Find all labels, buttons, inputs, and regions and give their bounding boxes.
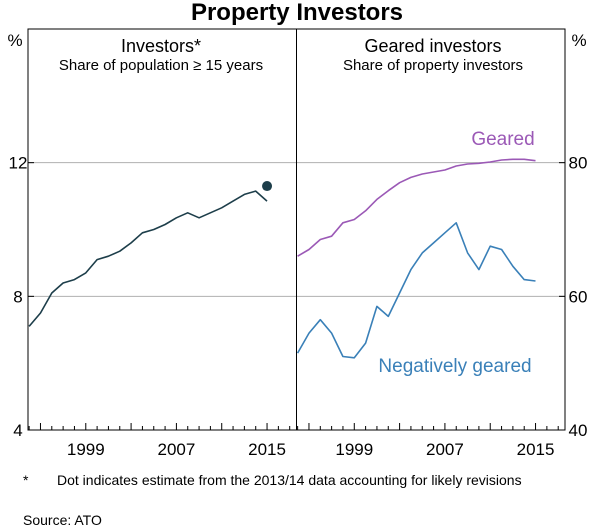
left-panel: Investors* Share of population ≥ 15 year… — [7, 31, 297, 459]
right-y-unit: % — [571, 31, 586, 50]
footnote-text: Dot indicates estimate from the 2013/14 … — [57, 472, 522, 488]
source-note: Source: ATO — [23, 512, 102, 528]
chart-title: Property Investors — [191, 0, 403, 26]
investors-line — [28, 190, 268, 327]
x-tick-label: 2015 — [517, 440, 555, 459]
y-tick-label: 40 — [569, 421, 588, 440]
geared-line — [297, 158, 536, 257]
negatively-geared-line — [296, 222, 536, 359]
footnote-marker: * — [23, 472, 29, 488]
right-panel-title: Geared investors — [364, 36, 501, 56]
x-tick-label: 2007 — [157, 440, 195, 459]
geared-label: Geared — [471, 129, 534, 150]
y-tick-label: 80 — [569, 154, 588, 173]
footnote: * Dot indicates estimate from the 2013/1… — [23, 472, 563, 489]
estimate-dot — [262, 181, 273, 192]
x-tick-label: 1999 — [335, 440, 373, 459]
right-panel: Geared investors Share of property inves… — [296, 31, 588, 459]
y-tick-label: 4 — [13, 421, 22, 440]
left-panel-title: Investors* — [121, 36, 201, 56]
y-tick-label: 8 — [13, 287, 22, 306]
negatively-geared-label: Negatively geared — [378, 356, 531, 377]
x-tick-label: 2015 — [248, 440, 286, 459]
x-tick-label: 1999 — [67, 440, 105, 459]
y-tick-label: 12 — [9, 154, 28, 173]
y-tick-label: 60 — [569, 287, 588, 306]
x-tick-label: 2007 — [426, 440, 464, 459]
left-panel-subtitle: Share of population ≥ 15 years — [59, 57, 263, 74]
left-y-unit: % — [7, 31, 22, 50]
right-panel-subtitle: Share of property investors — [343, 57, 523, 74]
